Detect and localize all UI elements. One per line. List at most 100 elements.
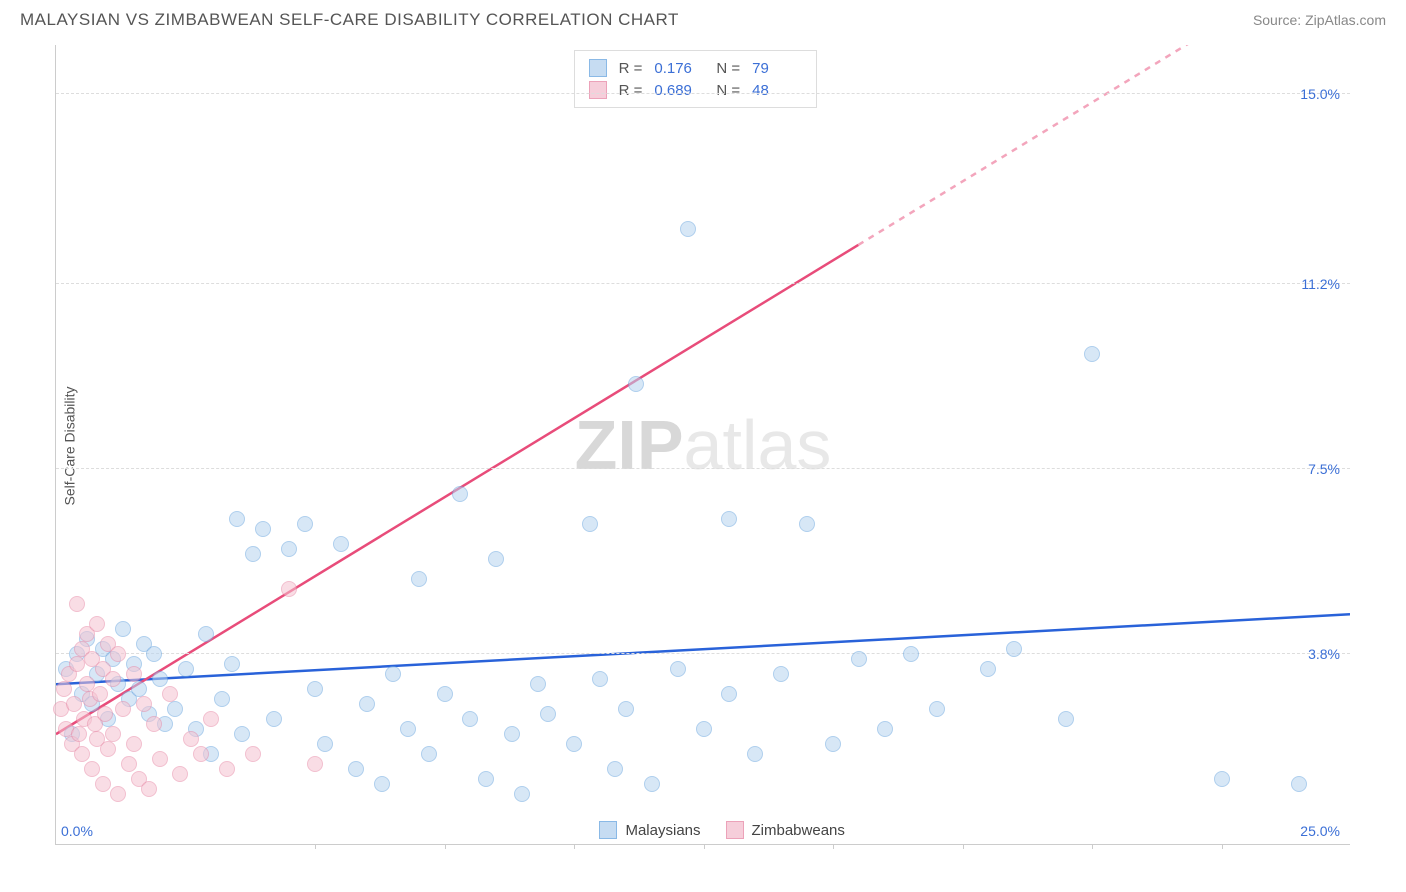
scatter-point [1084, 346, 1100, 362]
gridline [56, 93, 1350, 94]
scatter-point [121, 756, 137, 772]
scatter-point [877, 721, 893, 737]
scatter-point [245, 746, 261, 762]
scatter-point [721, 686, 737, 702]
scatter-point [281, 581, 297, 597]
scatter-point [851, 651, 867, 667]
scatter-point [385, 666, 401, 682]
scatter-point [152, 751, 168, 767]
scatter-point [69, 596, 85, 612]
scatter-point [348, 761, 364, 777]
x-max-label: 25.0% [1300, 823, 1340, 839]
scatter-point [105, 671, 121, 687]
x-tick-mark [1222, 844, 1223, 849]
x-tick-mark [704, 844, 705, 849]
scatter-point [773, 666, 789, 682]
x-tick-mark [315, 844, 316, 849]
scatter-point [126, 736, 142, 752]
legend-series-label: Zimbabweans [752, 822, 845, 839]
scatter-point [89, 616, 105, 632]
scatter-point [400, 721, 416, 737]
legend-series-label: Malaysians [625, 822, 700, 839]
scatter-point [234, 726, 250, 742]
gridline [56, 653, 1350, 654]
scatter-point [670, 661, 686, 677]
scatter-point [167, 701, 183, 717]
legend-swatch [599, 821, 617, 839]
scatter-point [421, 746, 437, 762]
scatter-point [162, 686, 178, 702]
y-tick-label: 11.2% [1301, 276, 1340, 292]
legend-stats-row: R = 0.689 N = 48 [589, 79, 803, 101]
scatter-point [115, 621, 131, 637]
scatter-point [198, 626, 214, 642]
scatter-point [71, 726, 87, 742]
scatter-point [333, 536, 349, 552]
scatter-point [146, 716, 162, 732]
scatter-point [224, 656, 240, 672]
scatter-point [193, 746, 209, 762]
n-value: 79 [752, 60, 802, 77]
scatter-point [680, 221, 696, 237]
y-tick-label: 15.0% [1300, 86, 1340, 102]
scatter-point [462, 711, 478, 727]
x-min-label: 0.0% [61, 823, 93, 839]
r-value: 0.689 [654, 82, 704, 99]
scatter-point [178, 661, 194, 677]
scatter-point [66, 696, 82, 712]
scatter-point [582, 516, 598, 532]
scatter-point [126, 666, 142, 682]
scatter-point [172, 766, 188, 782]
scatter-point [307, 681, 323, 697]
scatter-point [136, 696, 152, 712]
x-tick-mark [833, 844, 834, 849]
n-value: 48 [752, 82, 802, 99]
scatter-point [488, 551, 504, 567]
scatter-point [437, 686, 453, 702]
scatter-point [92, 686, 108, 702]
scatter-point [131, 681, 147, 697]
x-tick-mark [1092, 844, 1093, 849]
legend-stats: R = 0.176 N = 79 R = 0.689 N = 48 [574, 50, 818, 108]
scatter-point [229, 511, 245, 527]
scatter-point [1058, 711, 1074, 727]
legend-swatch [589, 59, 607, 77]
scatter-point [245, 546, 261, 562]
scatter-point [504, 726, 520, 742]
scatter-point [266, 711, 282, 727]
scatter-point [56, 681, 72, 697]
scatter-point [141, 781, 157, 797]
scatter-point [105, 726, 121, 742]
scatter-point [721, 511, 737, 527]
scatter-point [628, 376, 644, 392]
legend-stats-row: R = 0.176 N = 79 [589, 57, 803, 79]
scatter-point [592, 671, 608, 687]
legend-series-item: Malaysians [599, 821, 700, 839]
scatter-point [152, 671, 168, 687]
scatter-point [95, 776, 111, 792]
legend-swatch [726, 821, 744, 839]
n-label: N = [716, 82, 740, 99]
source-attribution: Source: ZipAtlas.com [1253, 12, 1386, 28]
scatter-point [110, 646, 126, 662]
scatter-point [297, 516, 313, 532]
scatter-point [540, 706, 556, 722]
scatter-point [146, 646, 162, 662]
legend-series-item: Zimbabweans [726, 821, 845, 839]
r-label: R = [619, 82, 643, 99]
scatter-point [799, 516, 815, 532]
scatter-point [618, 701, 634, 717]
scatter-point [514, 786, 530, 802]
scatter-point [110, 786, 126, 802]
x-tick-mark [963, 844, 964, 849]
n-label: N = [716, 60, 740, 77]
scatter-point [203, 711, 219, 727]
scatter-point [411, 571, 427, 587]
gridline [56, 468, 1350, 469]
scatter-point [115, 701, 131, 717]
scatter-point [607, 761, 623, 777]
gridline [56, 283, 1350, 284]
chart-title: MALAYSIAN VS ZIMBABWEAN SELF-CARE DISABI… [20, 10, 679, 30]
r-label: R = [619, 60, 643, 77]
r-value: 0.176 [654, 60, 704, 77]
